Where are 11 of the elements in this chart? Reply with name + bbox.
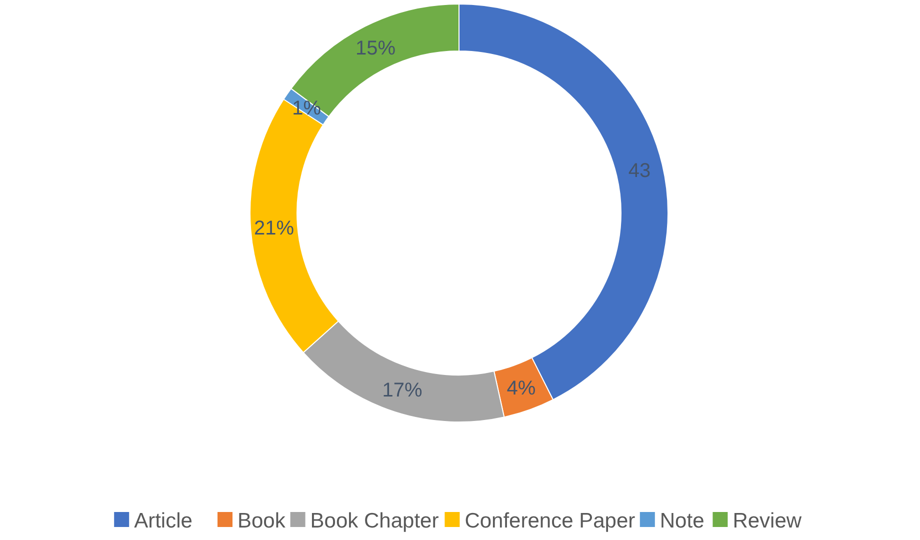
data-label: 43 [628,160,651,182]
data-label: 15% [356,37,396,60]
legend-label: Book Chapter [310,509,439,532]
data-label: 17% [382,380,422,402]
data-label: 21% [254,217,294,240]
legend-label: Note [660,509,704,532]
legend-label: Article [134,509,192,532]
legend-label: Conference Paper [464,509,636,532]
data-label: 4% [506,378,536,400]
legend-label: Review [732,509,802,532]
legend-label: Book [238,509,286,532]
